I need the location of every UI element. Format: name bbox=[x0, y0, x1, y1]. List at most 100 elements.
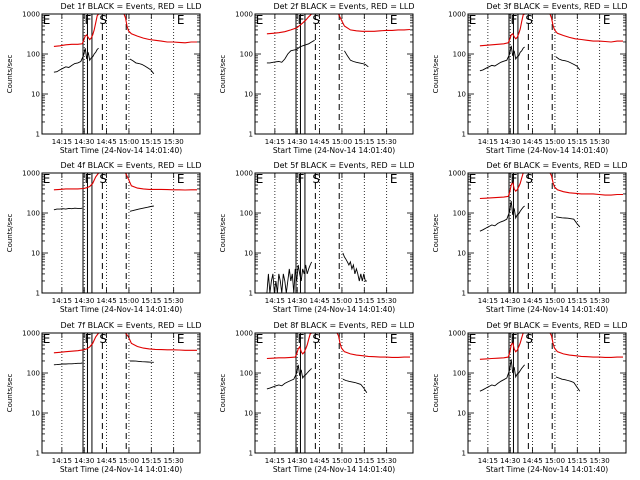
y-tick-label: 1000 bbox=[448, 330, 466, 338]
x-tick-label: 14:15 bbox=[265, 138, 285, 146]
panel-title: Det 2f BLACK = Events, RED = LLD bbox=[273, 2, 414, 11]
series-events-line bbox=[342, 252, 367, 282]
series-events-line bbox=[555, 376, 581, 392]
x-tick-label: 15:30 bbox=[377, 297, 397, 305]
panel-title: Det 5f BLACK = Events, RED = LLD bbox=[273, 161, 414, 170]
series-events-line bbox=[129, 205, 154, 212]
x-tick-label: 15:00 bbox=[332, 457, 352, 465]
region-marker-label: E bbox=[469, 13, 477, 27]
region-marker-label: E bbox=[390, 13, 398, 27]
y-tick-label: 10 bbox=[244, 410, 253, 418]
x-tick-label: 15:00 bbox=[119, 457, 139, 465]
y-tick-label: 1 bbox=[249, 450, 253, 458]
x-tick-label: 15:30 bbox=[377, 138, 397, 146]
y-tick-label: 10 bbox=[457, 91, 466, 99]
x-tick-label: 14:30 bbox=[500, 297, 520, 305]
y-axis-label: Counts/sec bbox=[219, 55, 227, 94]
x-tick-label: 14:30 bbox=[74, 138, 94, 146]
y-tick-label: 1 bbox=[36, 131, 40, 139]
y-tick-label: 1000 bbox=[448, 11, 466, 19]
x-tick-label: 14:15 bbox=[478, 138, 498, 146]
x-tick-label: 15:30 bbox=[164, 138, 184, 146]
chart-panel: Det 7f BLACK = Events, RED = LLD 1 10 100 10… bbox=[6, 321, 202, 474]
x-tick-label: 14:30 bbox=[500, 138, 520, 146]
series-events-line bbox=[53, 47, 99, 73]
chart-panel: Det 8f BLACK = Events, RED = LLD 1 10 100 10… bbox=[219, 321, 415, 474]
plot-frame bbox=[41, 332, 201, 454]
x-axis-label: Start Time (24-Nov-14 14:01:40) bbox=[60, 146, 182, 155]
y-axis-label: Counts/sec bbox=[219, 374, 227, 413]
y-axis-label: Counts/sec bbox=[432, 374, 440, 413]
region-marker-label: F bbox=[297, 172, 304, 186]
series-events-line bbox=[266, 261, 313, 293]
series-lld-line bbox=[53, 173, 197, 191]
x-tick-label: 14:15 bbox=[478, 297, 498, 305]
plot-frame bbox=[254, 172, 414, 294]
plot-frame bbox=[254, 332, 414, 454]
x-tick-label: 14:45 bbox=[522, 457, 542, 465]
region-marker-label: S bbox=[312, 332, 320, 346]
series-group bbox=[479, 173, 623, 232]
y-tick-label: 100 bbox=[27, 51, 40, 59]
series-events-line bbox=[479, 200, 525, 232]
y-tick-label: 1 bbox=[249, 131, 253, 139]
plot-frame bbox=[254, 13, 414, 135]
y-tick-label: 1 bbox=[36, 290, 40, 298]
y-tick-label: 1000 bbox=[22, 170, 40, 178]
series-events-line bbox=[479, 359, 525, 392]
x-tick-label: 15:30 bbox=[377, 457, 397, 465]
x-tick-label: 14:45 bbox=[309, 297, 329, 305]
y-axis-label: Counts/sec bbox=[432, 214, 440, 253]
x-tick-label: 15:15 bbox=[141, 138, 161, 146]
panel-title: Det 3f BLACK = Events, RED = LLD bbox=[486, 2, 627, 11]
series-group bbox=[53, 333, 197, 366]
y-axis-label: Counts/sec bbox=[219, 214, 227, 253]
chart-panel: Det 3f BLACK = Events, RED = LLD 1 10 100 10… bbox=[432, 2, 628, 155]
region-marker-label: E bbox=[469, 172, 477, 186]
series-events-line bbox=[266, 364, 312, 390]
x-tick-label: 15:30 bbox=[590, 457, 610, 465]
region-marker-label: S bbox=[99, 332, 107, 346]
chart-panel: Det 4f BLACK = Events, RED = LLD 1 10 100 10… bbox=[6, 161, 202, 314]
plot-frame bbox=[41, 172, 201, 294]
region-marker-label: E bbox=[256, 13, 264, 27]
panel-title: Det 7f BLACK = Events, RED = LLD bbox=[60, 321, 201, 330]
region-marker-label: S bbox=[312, 172, 320, 186]
series-events-line bbox=[266, 39, 315, 64]
series-events-line bbox=[555, 216, 581, 228]
region-marker-label: F bbox=[84, 332, 91, 346]
series-lld-line bbox=[266, 14, 411, 35]
region-marker-label: E bbox=[177, 172, 185, 186]
panel-title: Det 9f BLACK = Events, RED = LLD bbox=[486, 321, 627, 330]
region-marker-label: E bbox=[603, 172, 611, 186]
y-axis-label: Counts/sec bbox=[6, 55, 14, 94]
series-group bbox=[53, 173, 197, 212]
panel-title: Det 6f BLACK = Events, RED = LLD bbox=[486, 161, 627, 170]
region-marker-label: E bbox=[43, 332, 51, 346]
y-tick-label: 1000 bbox=[235, 11, 253, 19]
x-tick-label: 15:15 bbox=[141, 297, 161, 305]
y-tick-label: 1 bbox=[36, 450, 40, 458]
x-tick-label: 14:45 bbox=[522, 297, 542, 305]
x-axis-label: Start Time (24-Nov-14 14:01:40) bbox=[273, 146, 395, 155]
plot-frame bbox=[467, 172, 627, 294]
y-tick-label: 1 bbox=[462, 131, 466, 139]
panel-title: Det 1f BLACK = Events, RED = LLD bbox=[60, 2, 201, 11]
x-tick-label: 15:00 bbox=[545, 138, 565, 146]
x-tick-label: 14:15 bbox=[52, 297, 72, 305]
region-marker-label: S bbox=[312, 13, 320, 27]
series-events-line bbox=[344, 50, 369, 68]
y-tick-label: 10 bbox=[31, 91, 40, 99]
x-tick-label: 14:15 bbox=[265, 457, 285, 465]
series-group bbox=[266, 252, 367, 293]
x-axis-label: Start Time (24-Nov-14 14:01:40) bbox=[60, 465, 182, 474]
x-axis-label: Start Time (24-Nov-14 14:01:40) bbox=[60, 305, 182, 314]
region-marker-label: S bbox=[525, 13, 533, 27]
chart-panel: Det 9f BLACK = Events, RED = LLD 1 10 100 10… bbox=[432, 321, 628, 474]
y-axis-label: Counts/sec bbox=[432, 55, 440, 94]
x-tick-label: 15:15 bbox=[567, 297, 587, 305]
region-marker-label: E bbox=[177, 13, 185, 27]
region-marker-label: S bbox=[525, 332, 533, 346]
